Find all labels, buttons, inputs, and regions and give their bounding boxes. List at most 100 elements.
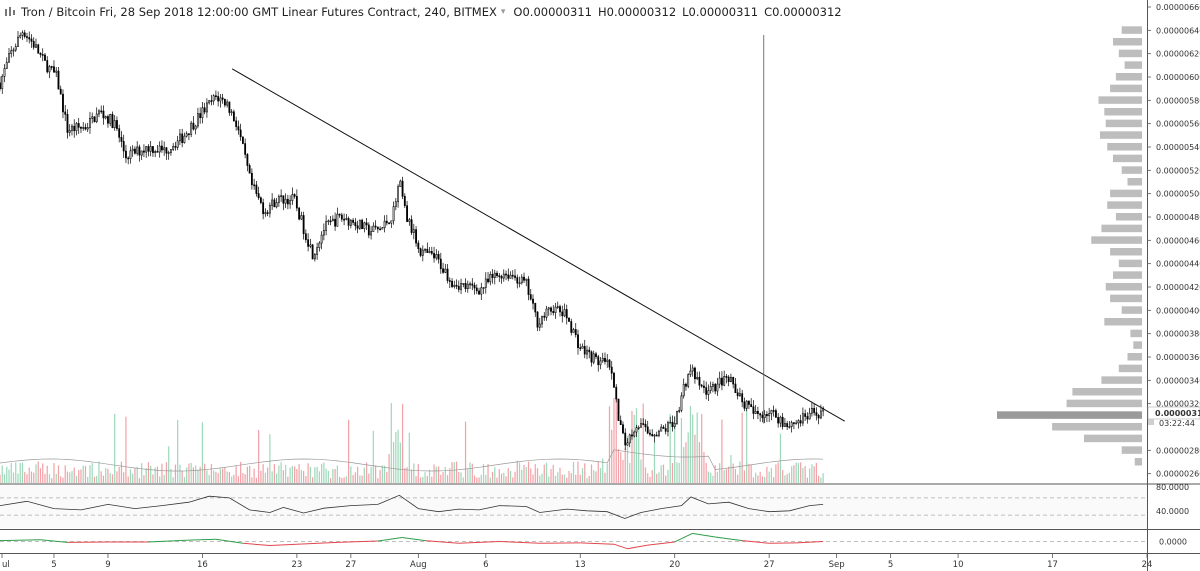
chevron-down-icon[interactable]: ▾ [500,7,506,17]
volume-bar [737,474,739,483]
profile-bar [1134,458,1142,466]
volume-bar [46,465,48,483]
price-tick-label: 0.00000560 [1156,120,1200,129]
volume-bar [273,464,275,483]
candle-body [77,123,80,128]
volume-bar [93,476,96,483]
volume-bar [343,477,345,483]
volume-bar [561,474,563,483]
candle-body [813,408,816,413]
candle-body [559,306,561,313]
volume-bar [534,464,536,483]
candle-body [223,99,226,106]
volume-bar [102,475,105,483]
candle-body [712,384,714,387]
macd-tick-label: 0.0000 [1159,538,1187,547]
volume-bar [183,477,186,483]
volume-bar [383,465,386,483]
symbol-name[interactable]: Tron / Bitcoin [21,5,96,19]
volume-bar [489,477,491,483]
volume-bar [662,464,665,483]
candle-body [12,49,15,52]
volume-bar [377,478,379,483]
volume-bar [476,477,478,483]
ohlc-open: O0.00000311 [513,5,592,19]
volume-bar [527,461,530,483]
volume-bar [208,474,210,483]
volume-bar [388,454,390,483]
candle-body [10,50,13,54]
candle-body [819,410,822,419]
candle-body [143,150,145,153]
volume-bar [631,410,633,483]
candle-body [383,220,386,228]
candle-body [453,284,456,287]
candle-body [19,35,22,38]
candle-body [687,374,690,387]
candle-body [705,387,708,395]
trendline-drawing[interactable] [231,35,845,424]
candle-body [536,311,539,328]
volume-bar [118,467,120,483]
candle-body [39,52,42,55]
time-axis[interactable]: ul 5 9 16 23 27 Aug 6 13 20 27 Sep 5 10 17 24 [1,554,1152,570]
profile-bar [1124,61,1142,69]
volume-bar [267,467,269,483]
candle-body [430,251,433,254]
candle-body [347,218,350,226]
time-tick-label: Sep [829,560,845,570]
candle-body [439,258,442,270]
candle-body [0,82,1,89]
candle-body [275,202,278,208]
volume-bar [467,469,469,483]
candle-body [410,219,413,233]
price-axis[interactable]: 0.00000660 0.00000640 0.00000620 0.00000600… [1147,3,1200,479]
candle-body [91,116,94,119]
candle-body [163,147,166,151]
volume-bar [356,466,359,483]
volume-bar [134,468,136,483]
volume-bar [779,433,782,483]
candle-body [217,96,220,102]
candle-body [691,367,694,372]
volume-bar [111,474,114,483]
time-tick-label: 17 [1047,560,1058,570]
time-tick-label: 20 [669,560,680,570]
volume-bar [80,469,82,483]
candle-body [257,193,260,199]
volume-bar [550,469,552,483]
volume-bar [512,477,514,483]
volume-bar [204,463,206,483]
volume-bar [671,463,674,483]
candle-body [460,283,462,290]
profile-bar [1115,73,1142,81]
candle-body [62,93,64,113]
profile-bar [1110,189,1142,198]
volume-bar [626,435,629,483]
candle-body [127,157,130,160]
candle-body [574,329,577,336]
chart-style-icon[interactable] [4,6,16,18]
macd-segment [613,543,628,550]
volume-bar [395,431,397,483]
price-tick-label: 0.00000400 [1156,306,1200,315]
candle-body [484,278,487,288]
macd-segment [647,541,675,546]
volume-bar [660,465,662,483]
candle-body [230,111,233,114]
volume-bar [147,462,150,483]
volume-bar [653,442,656,483]
macd-segment [796,541,824,544]
volume-bar [75,475,78,483]
volume-bar [408,432,410,483]
candle-body [28,37,31,40]
candle-body [239,129,242,138]
profile-bar [1105,119,1142,128]
volume-bar [190,462,192,483]
volume-bar [294,466,296,483]
volume-bar [51,478,53,483]
candle-body [628,434,631,444]
candle-body [817,415,820,419]
volume-bar [530,468,532,483]
